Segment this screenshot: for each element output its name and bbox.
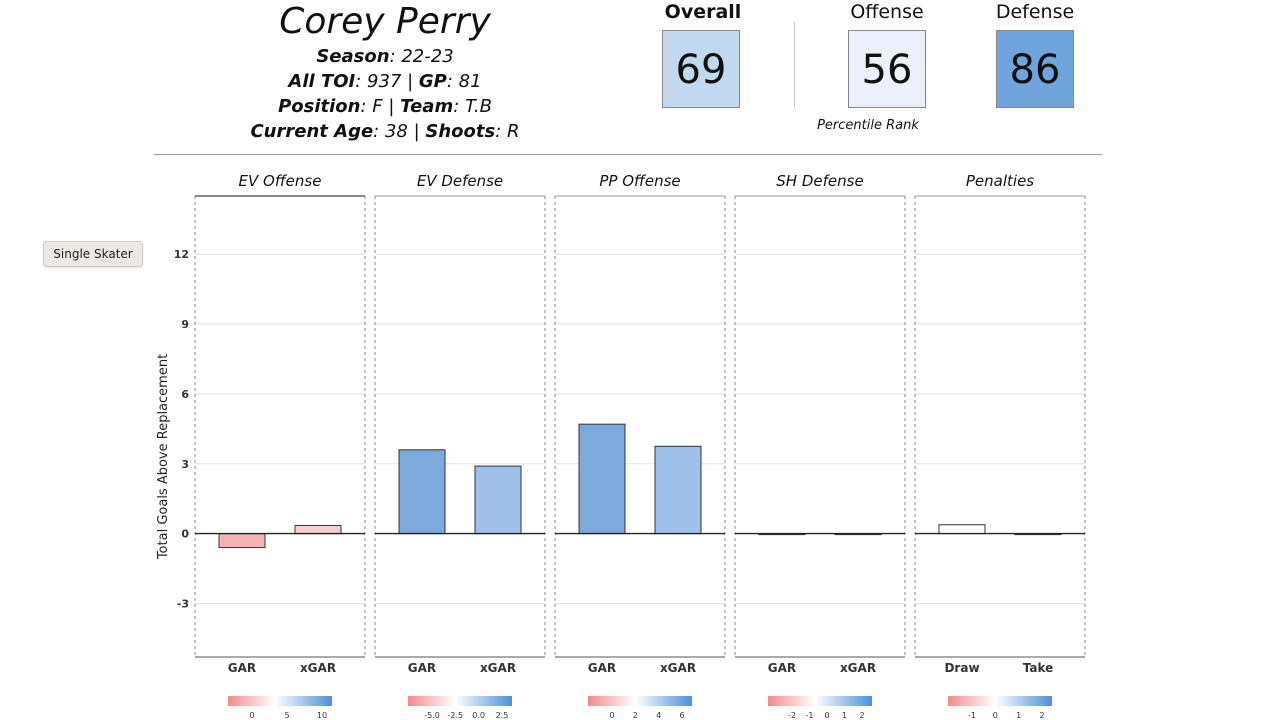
legend-tick-label: 2 <box>859 711 864 720</box>
bar-draw <box>938 524 986 535</box>
season-line: Season: 22-23 <box>230 44 540 69</box>
y-tick-label: 6 <box>181 388 189 401</box>
overall-rank-box: 69 <box>662 30 740 108</box>
legend-tick-label: 1 <box>842 711 847 720</box>
bar-xgar <box>474 465 522 535</box>
overall-rank-title: Overall <box>658 0 748 24</box>
legend-tick-label: 1 <box>1016 711 1021 720</box>
legend-tick-label: 6 <box>679 711 684 720</box>
legend-tick-label: -2.5 <box>448 711 464 720</box>
panel-title: PP Offense <box>599 172 680 190</box>
player-header: Corey Perry Season: 22-23 All TOI: 937 |… <box>230 0 540 144</box>
panel-title: SH Defense <box>776 172 863 190</box>
legend-tick-label: -1 <box>968 711 976 720</box>
panel-title: EV Offense <box>239 172 322 190</box>
bar-xgar <box>294 524 342 535</box>
legend-tick-label: 0.0 <box>472 711 485 720</box>
toi-value: : 937 | <box>355 71 419 92</box>
offense-rank-box: 56 <box>848 30 926 108</box>
x-tick-label: xGAR <box>660 661 696 675</box>
y-tick-label: 9 <box>181 318 189 331</box>
offense-rank-title: Offense <box>842 0 932 24</box>
x-tick-label: GAR <box>768 661 796 675</box>
x-tick-label: xGAR <box>300 661 336 675</box>
defense-rank-title: Defense <box>990 0 1080 24</box>
y-tick-label: 12 <box>174 248 189 261</box>
legend-tick-label: -1 <box>806 711 814 720</box>
x-tick-label: Draw <box>944 661 979 675</box>
y-tick-label: 3 <box>181 458 189 471</box>
player-name: Corey Perry <box>279 1 491 42</box>
legend-tick-label: 0 <box>824 711 829 720</box>
x-tick-label: Take <box>1023 661 1054 675</box>
legend-tick-label: 0 <box>609 711 614 720</box>
bar-xgar <box>654 445 702 535</box>
color-legend-bar <box>408 696 512 706</box>
color-legend-bar <box>768 696 872 706</box>
header-divider <box>154 154 1102 155</box>
x-tick-label: xGAR <box>480 661 516 675</box>
overall-label: Overall <box>664 1 742 23</box>
gp-key: GP <box>418 71 447 92</box>
legend-tick-label: 0 <box>249 711 254 720</box>
y-tick-label: -3 <box>177 597 189 610</box>
position-team-line: Position: F | Team: T.B <box>230 94 540 119</box>
legend-tick-label: -5.0 <box>424 711 440 720</box>
position-value: : F | <box>360 96 401 117</box>
age-key: Current Age <box>250 121 374 142</box>
legend-tick-label: 10 <box>317 711 327 720</box>
toi-key: All TOI <box>288 71 356 92</box>
position-key: Position <box>278 96 361 117</box>
x-tick-label: GAR <box>408 661 436 675</box>
panel-title: EV Defense <box>417 172 503 190</box>
defense-label: Defense <box>995 1 1075 23</box>
bar-gar <box>398 449 446 535</box>
y-axis-label: Total Goals Above Replacement <box>156 354 171 560</box>
season-value: : 22-23 <box>389 46 454 67</box>
x-tick-label: xGAR <box>840 661 876 675</box>
panel-title: Penalties <box>966 172 1034 190</box>
age-value: : 38 | <box>373 121 426 142</box>
legend-tick-label: 0 <box>993 711 998 720</box>
defense-rank-box: 86 <box>996 30 1074 108</box>
legend-tick-label: 2 <box>633 711 638 720</box>
legend-tick-label: 5 <box>284 711 289 720</box>
team-key: Team <box>400 96 454 117</box>
y-tick-label: 0 <box>181 528 189 541</box>
percentile-rank-note: Percentile Rank <box>817 118 919 133</box>
rank-divider <box>794 22 795 108</box>
legend-tick-label: 2 <box>1039 711 1044 720</box>
offense-label: Offense <box>850 1 924 23</box>
legend-tick-label: -2 <box>788 711 796 720</box>
bar-gar <box>218 533 266 549</box>
color-legend-bar <box>588 696 692 706</box>
bar-gar <box>578 423 626 535</box>
age-shoots-line: Current Age: 38 | Shoots: R <box>230 119 540 144</box>
single-skater-button[interactable]: Single Skater <box>43 241 143 267</box>
color-legend-bar <box>228 696 332 706</box>
x-tick-label: GAR <box>228 661 256 675</box>
toi-gp-line: All TOI: 937 | GP: 81 <box>230 69 540 94</box>
shoots-value: : R <box>495 121 520 142</box>
legend-tick-label: 2.5 <box>496 711 509 720</box>
season-key: Season <box>316 46 390 67</box>
gp-value: : 81 <box>446 71 482 92</box>
legend-tick-label: 4 <box>656 711 661 720</box>
color-legend-bar <box>948 696 1052 706</box>
team-value: : T.B <box>453 96 492 117</box>
x-tick-label: GAR <box>588 661 616 675</box>
shoots-key: Shoots <box>425 121 496 142</box>
